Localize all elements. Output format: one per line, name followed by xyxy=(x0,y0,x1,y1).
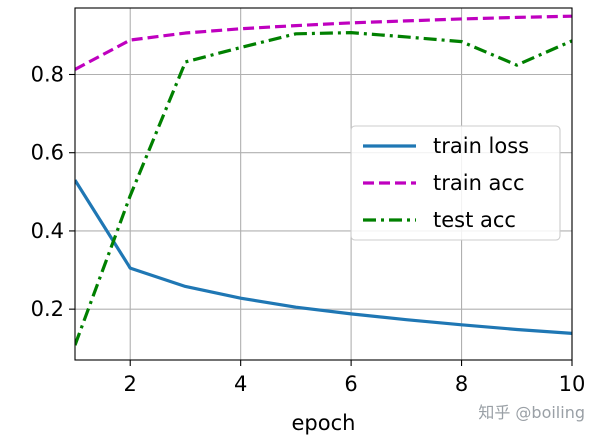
legend-label: train loss xyxy=(433,134,529,158)
series-lines xyxy=(75,14,572,346)
axis-ticks: 2 4 6 8 10 0.2 0.4 0.6 0.8 xyxy=(31,62,586,396)
legend-label: train acc xyxy=(433,171,525,195)
x-tick-label: 2 xyxy=(124,372,137,396)
legend: train loss train acc test acc xyxy=(350,125,561,241)
legend-label: test acc xyxy=(433,208,516,232)
y-tick-label: 0.4 xyxy=(31,219,64,243)
plot-frame xyxy=(74,7,573,361)
x-tick-label: 6 xyxy=(344,372,357,396)
legend-box xyxy=(350,125,561,241)
y-tick-label: 0.8 xyxy=(31,62,64,86)
x-tick-label: 10 xyxy=(559,372,586,396)
y-tick-label: 0.2 xyxy=(31,297,64,321)
x-tick-label: 4 xyxy=(234,372,247,396)
x-axis-label: epoch xyxy=(292,411,356,435)
series-line-train-loss xyxy=(75,179,572,335)
series-line-train-acc xyxy=(75,14,572,71)
watermark: 知乎 @boiling xyxy=(478,403,585,422)
y-tick-label: 0.6 xyxy=(31,141,64,165)
series-line-test-acc xyxy=(75,31,572,346)
x-tick-label: 8 xyxy=(455,372,468,396)
